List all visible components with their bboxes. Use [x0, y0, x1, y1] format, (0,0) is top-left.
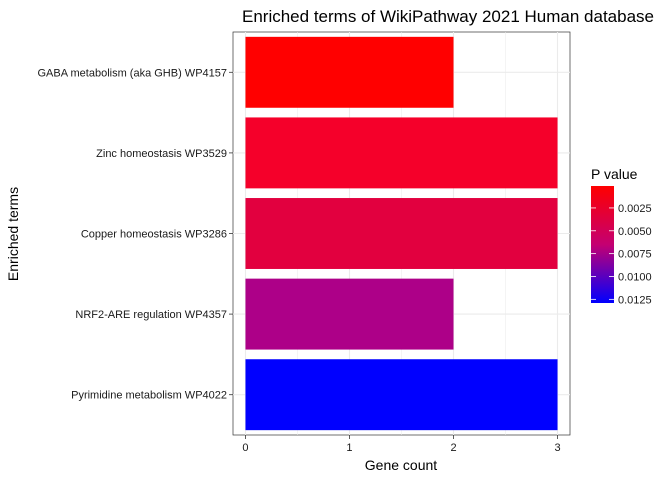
legend: P value 0.0025 0.0050 0.0075 0.0100 0.0125	[591, 166, 652, 306]
bar	[245, 359, 558, 431]
legend-tick-label: 0.0075	[618, 249, 652, 261]
bars	[245, 36, 558, 431]
legend-tick-label: 0.0050	[618, 226, 652, 238]
y-axis-ticks: GABA metabolism (aka GHB) WP4157 Zinc hom…	[37, 67, 233, 402]
y-tick-label: NRF2-ARE regulation WP4357	[75, 309, 227, 321]
x-axis-title: Gene count	[365, 457, 437, 473]
bar	[245, 36, 454, 108]
y-tick-label: GABA metabolism (aka GHB) WP4157	[37, 67, 227, 79]
y-axis-title: Enriched terms	[5, 187, 21, 281]
chart-title: Enriched terms of WikiPathway 2021 Human…	[242, 7, 654, 26]
x-axis-ticks: 0 1 2 3	[242, 435, 561, 454]
x-tick-label: 1	[346, 442, 352, 454]
x-tick-label: 0	[242, 442, 248, 454]
bar	[245, 198, 558, 269]
legend-colorbar	[591, 186, 614, 303]
y-tick-label: Copper homeostasis WP3286	[81, 229, 227, 241]
bar	[245, 117, 558, 189]
legend-title: P value	[591, 166, 638, 182]
bar	[245, 278, 454, 350]
x-tick-label: 2	[450, 442, 456, 454]
legend-tick-label: 0.0100	[618, 271, 652, 283]
y-tick-label: Zinc homeostasis WP3529	[96, 148, 227, 160]
y-tick-label: Pyrimidine metabolism WP4022	[71, 390, 227, 402]
legend-tick-label: 0.0025	[618, 203, 652, 215]
x-tick-label: 3	[554, 442, 560, 454]
legend-tick-label: 0.0125	[618, 294, 652, 306]
